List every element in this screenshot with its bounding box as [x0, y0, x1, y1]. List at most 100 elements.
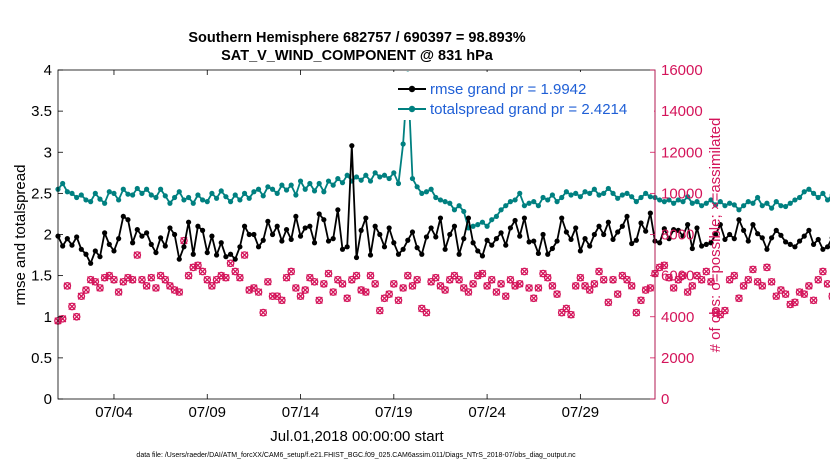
- obs-assimilated-point: [767, 278, 776, 286]
- totalspread-point: [185, 194, 192, 201]
- rmse-point: [773, 227, 779, 233]
- totalspread-point: [605, 185, 611, 192]
- totalspread-point: [293, 192, 299, 198]
- obs-assimilated-point: [697, 276, 706, 284]
- totalspread-point: [792, 197, 798, 203]
- rmse-point: [671, 226, 677, 233]
- y-right-tick-label: 0: [661, 391, 669, 408]
- obs-possible-point: [361, 288, 370, 296]
- totalspread-point: [787, 200, 793, 206]
- obs-possible-point: [240, 251, 249, 259]
- obs-assimilated-point: [749, 265, 757, 274]
- obs-assimilated-point: [301, 286, 309, 294]
- obs-possible-point: [688, 282, 697, 290]
- rmse-point: [750, 222, 756, 228]
- obs-series: [54, 236, 830, 325]
- rmse-point: [335, 207, 341, 213]
- rmse-point: [302, 225, 308, 231]
- obs-possible-point: [128, 275, 137, 284]
- rmse-point: [339, 246, 346, 252]
- obs-possible-point: [632, 308, 641, 317]
- obs-assimilated-point: [600, 276, 608, 284]
- obs-possible-point: [292, 284, 300, 292]
- rmse-point: [111, 248, 117, 254]
- totalspread-point: [647, 194, 653, 200]
- rmse-point: [279, 238, 285, 244]
- obs-assimilated-point: [63, 282, 71, 290]
- totalspread-point: [265, 184, 271, 190]
- totalspread-point: [419, 190, 425, 196]
- totalspread-point: [689, 200, 695, 206]
- y-right-tick-label: 6000: [661, 268, 694, 285]
- totalspread-point: [521, 203, 528, 209]
- y-left-tick-label: 2.5: [31, 185, 52, 202]
- obs-possible-point: [469, 279, 477, 288]
- obs-assimilated-point: [530, 294, 538, 302]
- totalspread-point: [675, 197, 681, 203]
- rmse-point: [158, 235, 164, 241]
- totalspread-point: [512, 197, 518, 203]
- totalspread-point: [125, 191, 131, 197]
- obs-assimilated-point: [721, 306, 729, 315]
- obs-possible-point: [534, 284, 543, 292]
- rmse-point: [419, 251, 425, 257]
- obs-assimilated-point: [516, 280, 524, 288]
- x-tick-label: 07/24: [468, 404, 506, 421]
- obs-assimilated-point: [100, 274, 109, 282]
- obs-assimilated-point: [128, 276, 137, 284]
- rmse-point: [60, 243, 66, 249]
- y-right-tick-label: 12000: [661, 144, 703, 161]
- rmse-point: [176, 256, 182, 262]
- totalspread-point: [209, 190, 215, 196]
- totalspread-point: [778, 203, 784, 209]
- rmse-point: [185, 219, 192, 225]
- rmse-point: [414, 245, 420, 251]
- totalspread-point: [750, 200, 756, 206]
- obs-assimilated-point: [357, 286, 365, 294]
- obs-possible-point: [581, 282, 589, 290]
- obs-possible-point: [515, 279, 524, 288]
- rmse-point: [475, 248, 481, 254]
- obs-possible-point: [464, 288, 473, 296]
- rmse-point: [717, 222, 723, 228]
- obs-assimilated-point: [502, 292, 510, 300]
- rmse-point: [83, 251, 89, 257]
- totalspread-point: [796, 194, 803, 201]
- obs-possible-point: [399, 284, 407, 292]
- rmse-point: [241, 223, 248, 229]
- rmse-point: [283, 226, 290, 233]
- rmse-point: [806, 227, 812, 233]
- obs-possible-point: [222, 273, 230, 282]
- y-left-tick-label: 0: [44, 391, 52, 408]
- rmse-point: [722, 236, 728, 243]
- totalspread-point: [97, 196, 103, 202]
- obs-possible-point: [567, 310, 575, 319]
- totalspread-point: [535, 203, 541, 209]
- rmse-point: [810, 241, 817, 247]
- obs-possible-point: [529, 294, 538, 303]
- rmse-point: [400, 246, 406, 252]
- obs-assimilated-point: [786, 300, 794, 309]
- obs-possible-point: [548, 282, 557, 290]
- rmse-point: [526, 239, 532, 245]
- chart-title: Southern Hemisphere 682757 / 690397 = 98…: [188, 30, 525, 46]
- totalspread-point: [685, 194, 691, 200]
- obs-possible-point: [236, 273, 244, 282]
- obs-possible-point: [175, 288, 184, 296]
- obs-possible-point: [735, 294, 743, 303]
- rmse-point: [461, 236, 467, 242]
- obs-assimilated-point: [226, 259, 235, 267]
- obs-possible-point: [250, 284, 258, 292]
- obs-possible-point: [427, 277, 435, 286]
- obs-assimilated-point: [390, 280, 398, 288]
- totalspread-point: [470, 223, 476, 229]
- obs-possible-point: [679, 271, 687, 280]
- totalspread-point: [372, 170, 378, 176]
- rmse-point: [88, 260, 94, 266]
- rmse-point: [568, 236, 574, 243]
- totalspread-point: [722, 203, 728, 209]
- rmse-point: [633, 237, 639, 243]
- rmse-point: [227, 251, 234, 257]
- rmse-point: [713, 231, 719, 238]
- totalspread-point: [330, 182, 336, 188]
